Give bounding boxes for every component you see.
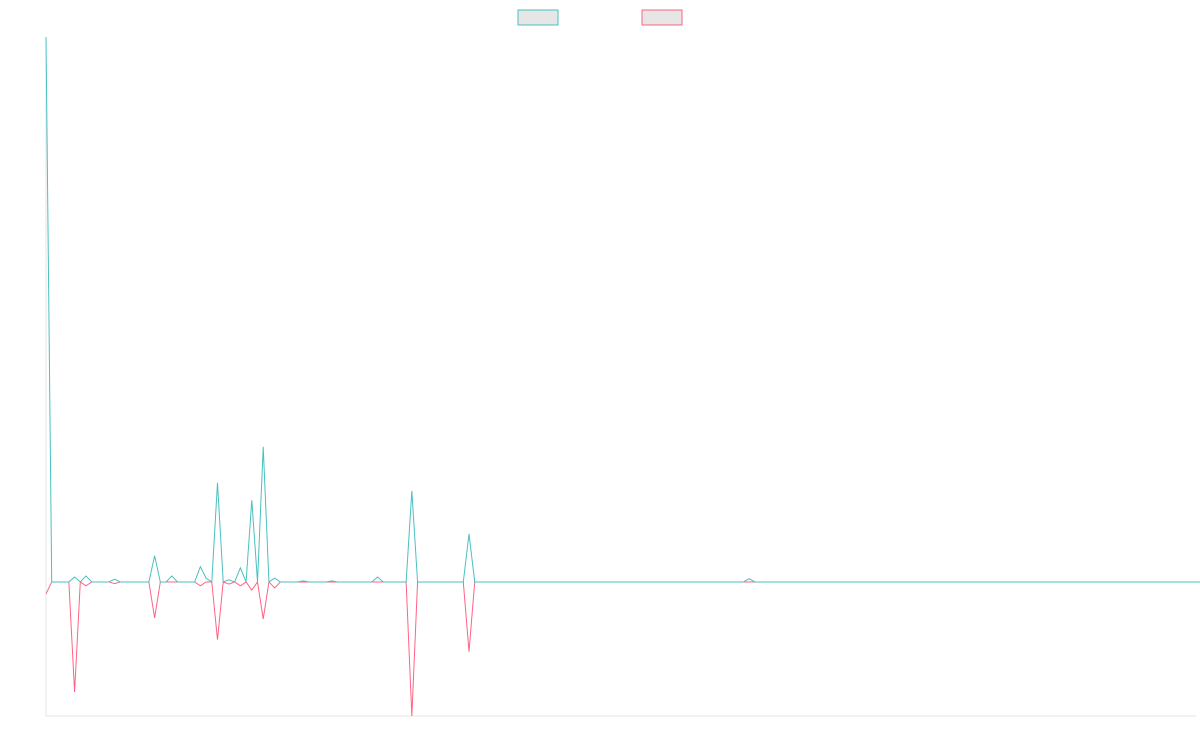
legend-swatch[interactable] (517, 9, 559, 26)
series-line (45, 36, 1200, 583)
series-line (45, 580, 1200, 717)
legend-swatch[interactable] (641, 9, 683, 26)
